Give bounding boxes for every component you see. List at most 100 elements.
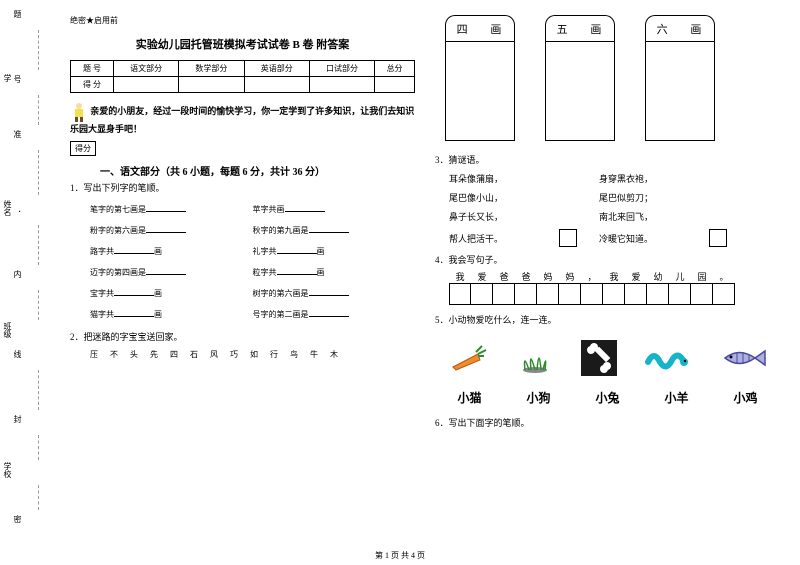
stroke-sorting-boxes: 四 画 五 画 六 画 (435, 15, 780, 141)
spine-label: 封 (12, 415, 23, 423)
table-row: 得 分 (71, 77, 415, 93)
food-images (435, 340, 780, 375)
child-icon (70, 101, 88, 123)
secret-marker: 绝密★启用前 (70, 15, 415, 26)
stroke-body[interactable] (445, 41, 515, 141)
q1-item: 秋字的第九画是 (253, 225, 416, 236)
cell[interactable] (114, 77, 179, 93)
riddle-line: 南北来回飞， (599, 210, 709, 223)
riddle-line: 冷暖它知道。 (599, 232, 709, 245)
animal-labels: 小猫 小狗 小兔 小羊 小鸡 (435, 389, 780, 406)
intro-text: 亲爱的小朋友，经过一段时间的愉快学习，你一定学到了许多知识，让我们去知识乐园大显… (70, 101, 415, 137)
spine-dash (38, 435, 39, 460)
spine-label: 准 (12, 130, 23, 138)
label-dog[interactable]: 小狗 (526, 389, 550, 406)
question-4: 4．我会写句子。 (435, 253, 780, 266)
q1-item: 粉字的第六画是 (90, 225, 253, 236)
char: 妈 (537, 270, 559, 283)
score-table: 题 号 语文部分 数学部分 英语部分 口试部分 总分 得 分 (70, 60, 415, 93)
q2-characters: 压不头先四石风巧如行鸟牛木 (70, 349, 415, 360)
q1-item: 号字的第二画是 (253, 309, 416, 320)
question-6: 6．写出下面字的笔顺。 (435, 416, 780, 429)
char: 我 (449, 270, 471, 283)
char: 妈 (559, 270, 581, 283)
spine-dash (38, 290, 39, 320)
char: 我 (603, 270, 625, 283)
fish-icon[interactable] (719, 340, 767, 375)
q1-item: 树字的第六画是 (253, 288, 416, 299)
answer-box[interactable] (709, 229, 727, 247)
bone-icon[interactable] (581, 340, 617, 375)
stroke-head: 六 画 (645, 15, 715, 41)
label-chicken[interactable]: 小鸡 (733, 389, 757, 406)
grass-icon[interactable] (515, 340, 555, 375)
stroke-body[interactable] (545, 41, 615, 141)
question-3: 3．猜谜语。 (435, 153, 780, 166)
score-label-box: 得分 (70, 141, 96, 156)
cell: 得 分 (71, 77, 114, 93)
q1-item: 苹字共画 (253, 204, 416, 215)
q1-item: 迈字的第四画是 (90, 267, 253, 278)
stroke-head: 四 画 (445, 15, 515, 41)
q1-item: 粒字共画 (253, 267, 416, 278)
q1-item: 宝字共画 (90, 288, 253, 299)
question-5: 5．小动物爱吃什么，连一连。 (435, 313, 780, 326)
riddle-line: 鼻子长又长， (449, 210, 559, 223)
spine-label: 线 (12, 350, 23, 358)
spine-label: 班级 (2, 322, 13, 338)
spine-dash (38, 150, 39, 195)
cell: 题 号 (71, 61, 114, 77)
stroke-body[interactable] (645, 41, 715, 141)
section-heading: 一、语文部分（共 6 小题，每题 6 分，共计 36 分） (100, 163, 415, 178)
riddle-line: 耳朵像蒲扇， (449, 172, 559, 185)
spine-dash (38, 30, 39, 70)
cell: 英语部分 (244, 61, 309, 77)
char: 幼 (647, 270, 669, 283)
cell: 语文部分 (114, 61, 179, 77)
binding-spine: 题 号 学 准 姓名 ． 内 班级 线 封 学校 密 (0, 0, 55, 565)
label-rabbit[interactable]: 小兔 (595, 389, 619, 406)
char: 。 (713, 270, 735, 283)
riddles: 耳朵像蒲扇，身穿黑衣袍， 尾巴像小山，尾巴似剪刀； 鼻子长又长，南北来回飞， 帮… (435, 172, 780, 247)
page-content: 绝密★启用前 实验幼儿园托管班模拟考试试卷 B 卷 附答案 题 号 语文部分 数… (60, 15, 790, 555)
stroke-box-4[interactable]: 四 画 (445, 15, 515, 141)
char: ， (581, 270, 603, 283)
stroke-box-6[interactable]: 六 画 (645, 15, 715, 141)
worm-icon[interactable] (644, 340, 692, 375)
stroke-box-5[interactable]: 五 画 (545, 15, 615, 141)
char: 园 (691, 270, 713, 283)
spine-label: ． (12, 210, 23, 218)
cell[interactable] (179, 77, 244, 93)
stroke-head: 五 画 (545, 15, 615, 41)
label-cat[interactable]: 小猫 (457, 389, 481, 406)
question-2: 2．把迷路的字宝宝送回家。 (70, 330, 415, 343)
q1-item: 路字共画 (90, 246, 253, 257)
spine-label: 学校 (2, 462, 13, 478)
riddle-line: 尾巴像小山， (449, 191, 559, 204)
cell[interactable] (309, 77, 374, 93)
char: 儿 (669, 270, 691, 283)
char: 爱 (471, 270, 493, 283)
spine-label: 号 (12, 75, 23, 83)
spine-label: 内 (12, 270, 23, 278)
question-1: 1．写出下列字的笔顺。 (70, 181, 415, 194)
spine-label: 学 (2, 74, 13, 82)
spine-label: 题 (12, 10, 23, 18)
q1-items: 笔字的第七画是苹字共画 粉字的第六画是秋字的第九画是 路字共画礼字共画 迈字的第… (90, 204, 415, 320)
q1-item: 礼字共画 (253, 246, 416, 257)
table-row: 题 号 语文部分 数学部分 英语部分 口试部分 总分 (71, 61, 415, 77)
answer-box[interactable] (559, 229, 577, 247)
spine-dash (38, 225, 39, 265)
cell[interactable] (375, 77, 415, 93)
cell[interactable] (244, 77, 309, 93)
carrot-icon[interactable] (448, 340, 488, 375)
exam-title: 实验幼儿园托管班模拟考试试卷 B 卷 附答案 (70, 36, 415, 52)
char: 爸 (515, 270, 537, 283)
riddle-line: 帮人把活干。 (449, 232, 559, 245)
cell: 数学部分 (179, 61, 244, 77)
sentence-grid: 我爱爸爸妈妈，我爱幼儿园。 (435, 270, 780, 305)
sentence-write-boxes[interactable] (449, 283, 780, 305)
cell: 总分 (375, 61, 415, 77)
left-column: 绝密★启用前 实验幼儿园托管班模拟考试试卷 B 卷 附答案 题 号 语文部分 数… (60, 15, 425, 555)
label-sheep[interactable]: 小羊 (664, 389, 688, 406)
